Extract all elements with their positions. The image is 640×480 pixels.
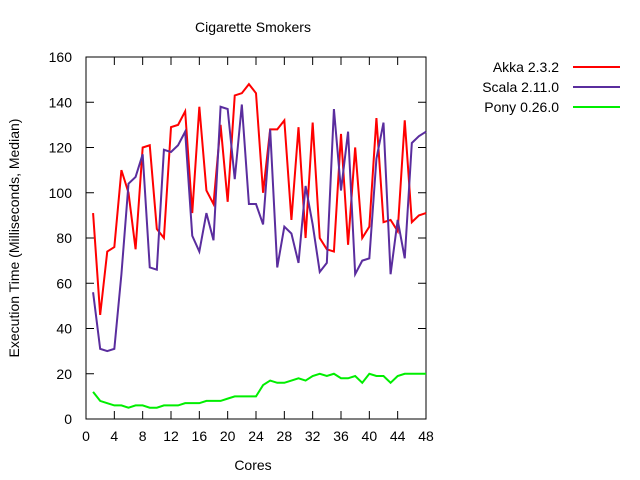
series-line-akka-2-3-2 bbox=[92, 82, 427, 316]
series-lines bbox=[92, 82, 427, 409]
series-line-scala-2-11-0 bbox=[92, 104, 427, 353]
x-axis-title: Cores bbox=[234, 457, 271, 473]
legend: Akka 2.3.2 Scala 2.11.0 Pony 0.26.0 bbox=[482, 59, 620, 115]
y-tick-label: 140 bbox=[49, 94, 73, 110]
y-tick-label: 40 bbox=[56, 321, 72, 337]
y-tick-label: 0 bbox=[64, 411, 72, 427]
legend-label: Akka 2.3.2 bbox=[493, 59, 559, 75]
series-line-pony-0-26-0 bbox=[92, 372, 426, 409]
y-tick-label: 100 bbox=[49, 185, 73, 201]
x-tick-label: 32 bbox=[305, 428, 321, 444]
y-axis-title: Execution Time (Milliseconds, Median) bbox=[6, 119, 22, 358]
chart-title: Cigarette Smokers bbox=[195, 19, 311, 35]
x-tick-label: 28 bbox=[277, 428, 293, 444]
x-tick-label: 24 bbox=[248, 428, 264, 444]
x-tick-label: 0 bbox=[82, 428, 90, 444]
y-axis: 0 20 40 60 80 100 120 140 160 bbox=[49, 49, 426, 427]
x-tick-label: 40 bbox=[362, 428, 378, 444]
y-tick-label: 120 bbox=[49, 140, 73, 156]
x-tick-label: 48 bbox=[418, 428, 434, 444]
legend-label: Pony 0.26.0 bbox=[484, 99, 559, 115]
y-tick-label: 160 bbox=[49, 49, 73, 65]
x-tick-label: 12 bbox=[163, 428, 179, 444]
x-axis: 0 4 8 12 16 20 24 28 32 36 40 44 48 bbox=[82, 57, 434, 444]
x-tick-label: 4 bbox=[110, 428, 118, 444]
y-tick-label: 20 bbox=[56, 366, 72, 382]
x-tick-label: 36 bbox=[333, 428, 349, 444]
x-tick-label: 44 bbox=[390, 428, 406, 444]
x-tick-label: 8 bbox=[139, 428, 147, 444]
x-tick-label: 16 bbox=[192, 428, 208, 444]
legend-label: Scala 2.11.0 bbox=[482, 79, 559, 95]
y-tick-label: 60 bbox=[56, 275, 72, 291]
x-tick-label: 20 bbox=[220, 428, 236, 444]
y-tick-label: 80 bbox=[56, 230, 72, 246]
